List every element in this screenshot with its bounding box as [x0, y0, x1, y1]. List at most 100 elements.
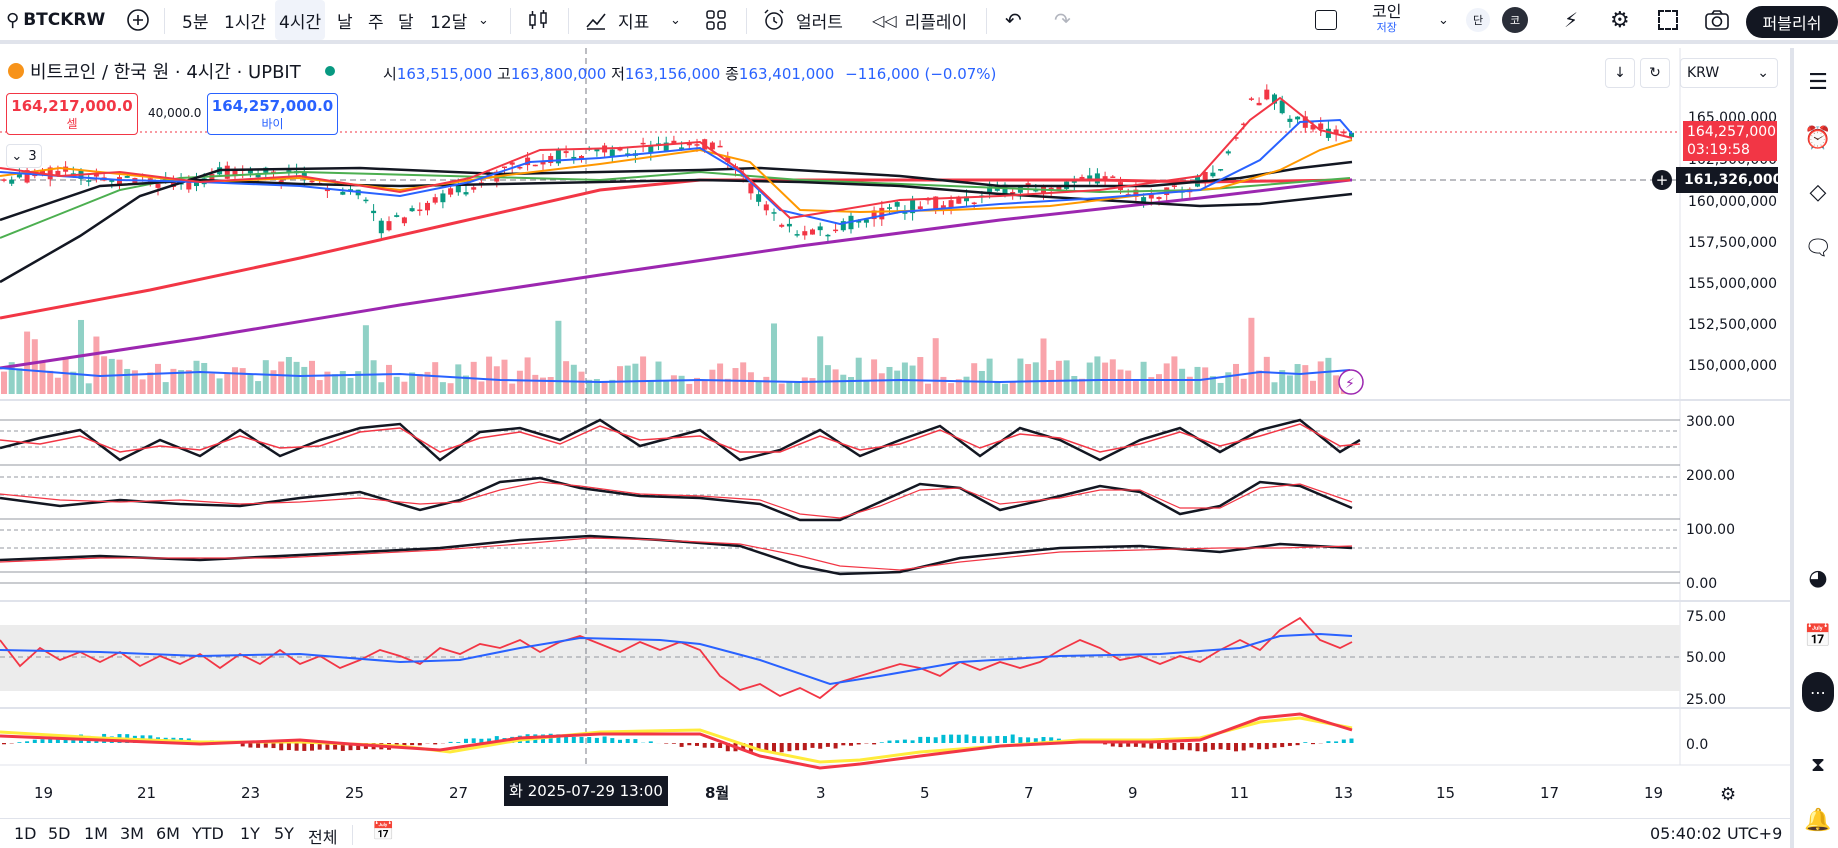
- buy-button[interactable]: 164,257,000.0 바이: [207, 93, 338, 135]
- square-icon: [1315, 10, 1337, 30]
- volume-bar: [1179, 368, 1186, 394]
- stream-button[interactable]: ⧗: [1802, 748, 1834, 780]
- volume-bar: [647, 381, 654, 394]
- indicator-collapse-toggle[interactable]: ⌄ 3: [6, 144, 42, 168]
- layout-name-button[interactable]: 코인 저장: [1372, 0, 1401, 40]
- templates-button[interactable]: [704, 0, 728, 40]
- volume-bar: [1279, 370, 1286, 394]
- legend-title[interactable]: 비트코인 / 한국 원 · 4시간 · UPBIT: [30, 62, 301, 83]
- price-chart[interactable]: 165,000,000 162,500,000 160,000,000 157,…: [0, 48, 1790, 818]
- histogram-bar: [610, 738, 615, 743]
- candle-body: [779, 224, 785, 227]
- axis-settings-icon[interactable]: ⚙: [1720, 784, 1736, 805]
- histogram-bar: [695, 743, 699, 746]
- interval-1h[interactable]: 1시간: [224, 0, 266, 40]
- add-alert-plus-button[interactable]: +: [1652, 170, 1672, 190]
- alert-button[interactable]: 얼러트: [762, 0, 843, 40]
- time-axis-label: 21: [137, 784, 156, 802]
- volume-bar: [16, 368, 23, 394]
- volume-bar: [840, 374, 847, 394]
- interval-month[interactable]: 달: [398, 0, 414, 40]
- volume-bar: [170, 368, 177, 394]
- clock-time[interactable]: 05:40:02 UTC+9: [1650, 824, 1783, 843]
- layout-dropdown[interactable]: ⌄: [1438, 0, 1449, 40]
- candle-body: [1325, 128, 1331, 138]
- range-3m[interactable]: 3M: [120, 824, 144, 843]
- range-1y[interactable]: 1Y: [240, 824, 260, 843]
- ma-green: [0, 170, 1351, 239]
- volume-bar: [878, 373, 885, 394]
- sell-button[interactable]: 164,217,000.0 셀: [6, 93, 138, 135]
- volume-bar: [178, 370, 185, 394]
- auto-scale-button[interactable]: ↻: [1640, 58, 1670, 88]
- volume-bar: [155, 363, 161, 394]
- candle-body: [340, 191, 346, 195]
- chats-button[interactable]: 🗨: [1802, 232, 1834, 264]
- interval-label: 12달: [430, 12, 468, 33]
- price-axis[interactable]: 165,000,000 162,500,000 160,000,000 157,…: [1686, 110, 1777, 753]
- range-5d[interactable]: 5D: [48, 824, 71, 843]
- candles[interactable]: [1, 84, 1355, 242]
- interval-12month[interactable]: 12달: [430, 0, 467, 40]
- user-avatar-2[interactable]: 코: [1502, 0, 1528, 40]
- range-6m[interactable]: 6M: [156, 824, 180, 843]
- volume-bar: [301, 366, 308, 394]
- currency-select[interactable]: KRW ⌄: [1680, 58, 1778, 88]
- time-axis[interactable]: 19 21 23 25 27 8월 3 5 7 9 11 13 15 17 19: [34, 784, 1663, 802]
- range-5y[interactable]: 5Y: [274, 824, 294, 843]
- compare-symbol-button[interactable]: [126, 0, 150, 40]
- divider: [986, 8, 987, 34]
- volume-bar: [709, 369, 716, 394]
- interval-4h[interactable]: 4시간: [275, 0, 326, 40]
- replay-button[interactable]: ◁◁ 리플레이: [872, 0, 967, 40]
- candle-body: [971, 202, 977, 205]
- histogram-bar: [1287, 743, 1292, 746]
- histogram-bar: [294, 743, 299, 751]
- histogram-bar: [725, 743, 730, 752]
- event-marker[interactable]: [1338, 369, 1364, 395]
- publish-button[interactable]: 퍼블리쉬: [1746, 6, 1838, 38]
- histogram-bar: [433, 743, 438, 745]
- notifications-button[interactable]: 🔔: [1802, 804, 1834, 836]
- volume-bar: [47, 370, 54, 394]
- layout-button[interactable]: [1315, 0, 1337, 40]
- chart-type-button[interactable]: [526, 0, 550, 40]
- candle-body: [917, 206, 923, 210]
- go-to-date-icon[interactable]: 📅: [372, 821, 395, 842]
- candle-body: [1048, 187, 1054, 190]
- watchlist-button[interactable]: ☰: [1802, 66, 1834, 98]
- fullscreen-button[interactable]: [1658, 0, 1678, 40]
- interval-day[interactable]: 날: [337, 0, 353, 40]
- range-ytd[interactable]: YTD: [192, 824, 224, 843]
- indicators-dropdown[interactable]: ⌄: [670, 0, 681, 40]
- rsi-signal-line: [0, 632, 1353, 686]
- oscillator-axis-label: 300.00: [1686, 414, 1735, 430]
- object-tree-button[interactable]: ◇: [1802, 176, 1834, 208]
- range-all[interactable]: 전체: [308, 828, 338, 847]
- range-1m[interactable]: 1M: [84, 824, 108, 843]
- volume-bar: [1186, 376, 1193, 394]
- redo-button[interactable]: ↷: [1054, 0, 1071, 40]
- user-avatar-1[interactable]: 단: [1466, 0, 1490, 40]
- ideas-button[interactable]: ◕: [1802, 562, 1834, 594]
- quick-search-button[interactable]: ⚡: [1564, 0, 1578, 40]
- volume-bar: [547, 377, 554, 394]
- histogram-bar: [1249, 743, 1254, 748]
- products-button[interactable]: ⋯: [1802, 672, 1834, 712]
- symbol-search[interactable]: ⚲ BTCKRW: [6, 0, 105, 40]
- snapshot-button[interactable]: [1704, 0, 1730, 40]
- interval-5m[interactable]: 5분: [182, 0, 208, 40]
- interval-week[interactable]: 주: [368, 0, 384, 40]
- histogram-bar: [1226, 743, 1231, 750]
- indicators-button[interactable]: 지표: [584, 0, 649, 40]
- scroll-to-latest-button[interactable]: ↓: [1605, 58, 1635, 88]
- undo-button[interactable]: ↶: [1005, 0, 1022, 40]
- alerts-panel-button[interactable]: ⏰: [1802, 122, 1834, 154]
- histogram-bar: [240, 743, 245, 747]
- volume-bar: [963, 376, 970, 394]
- range-1d[interactable]: 1D: [14, 824, 37, 843]
- interval-dropdown[interactable]: ⌄: [478, 0, 489, 40]
- volume-bar: [624, 365, 631, 394]
- settings-button[interactable]: ⚙: [1610, 0, 1630, 40]
- calendar-button[interactable]: 📅: [1802, 620, 1834, 652]
